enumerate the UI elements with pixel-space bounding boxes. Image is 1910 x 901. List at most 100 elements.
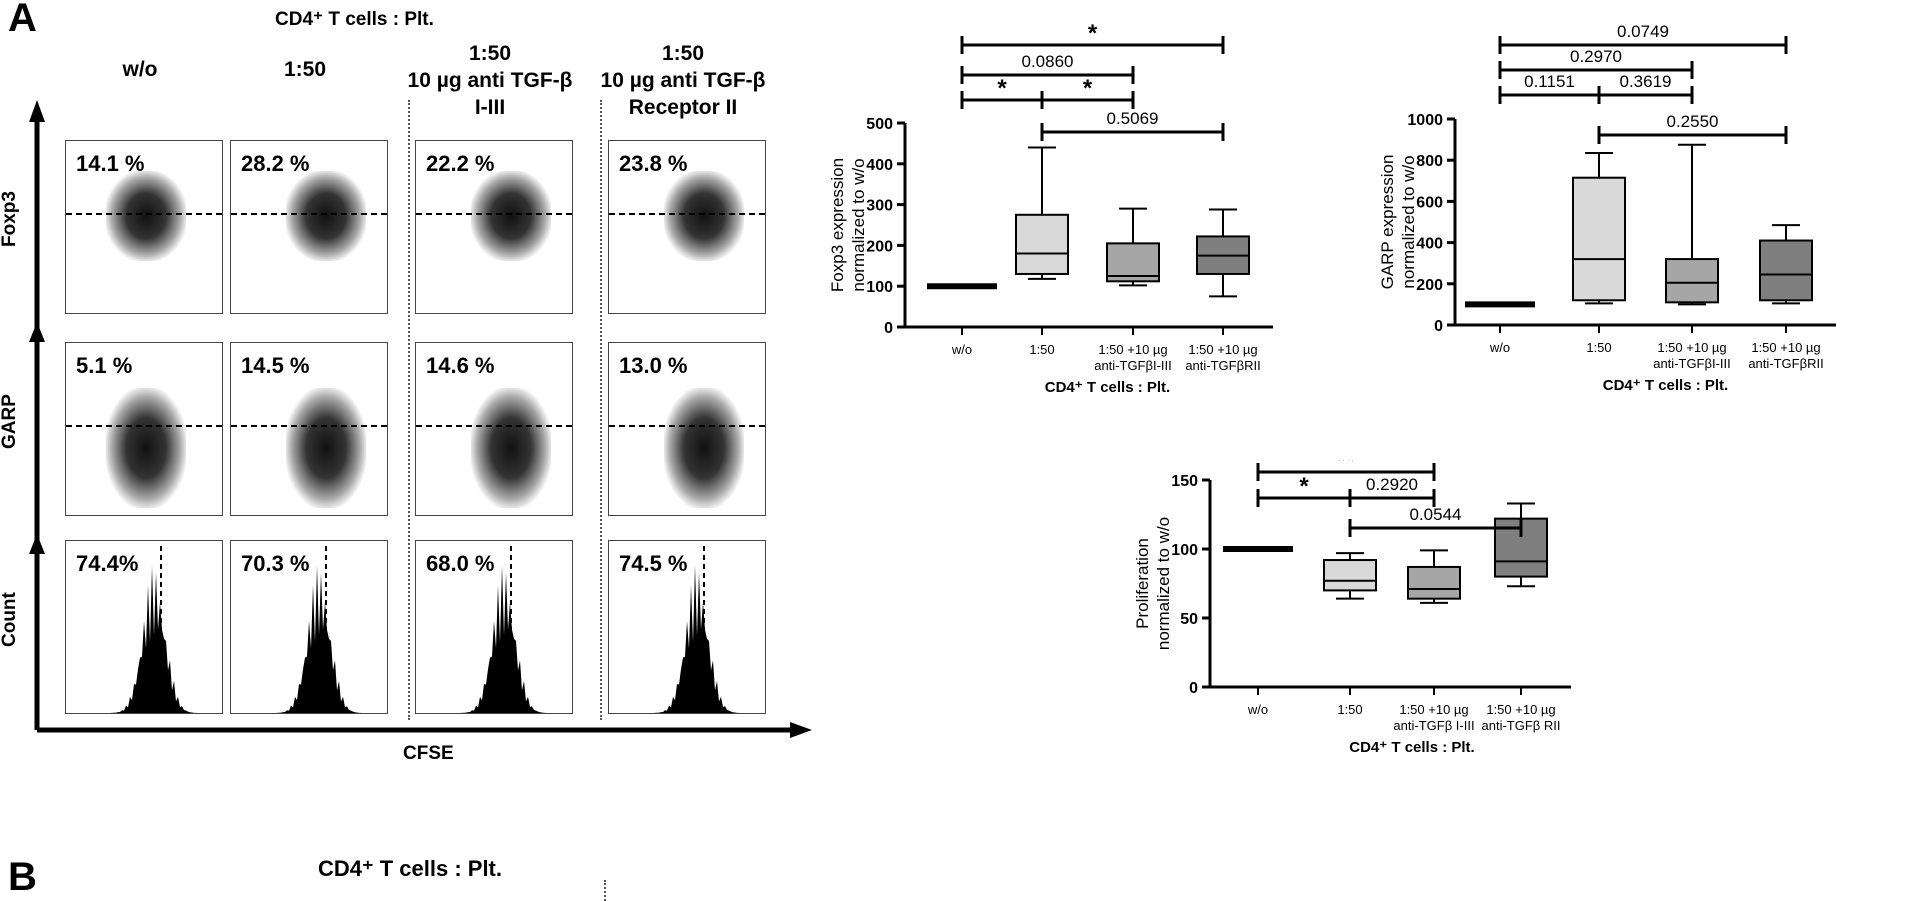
y-tick-label: 200 [866, 238, 893, 255]
gate-percentage: 74.5 % [619, 551, 688, 576]
column-header-3: 1:50 10 µg anti TGF-β Receptor II [600, 42, 766, 119]
gate-percentage: 14.5 % [241, 353, 310, 378]
gate-percentage: 14.6 % [426, 353, 495, 378]
cell-population [106, 388, 186, 508]
facs-axes [29, 100, 812, 738]
panel-b-header: CD4⁺ T cells : Plt. [318, 856, 502, 881]
gate-percentage: 23.8 % [619, 151, 688, 176]
comparison-label: * [1083, 75, 1093, 102]
comparison-label: * [1299, 473, 1309, 500]
facs-plot: 68.0 % [415, 540, 573, 714]
cell-population [286, 388, 366, 508]
comparison-label: 0.2550 [1667, 112, 1719, 131]
gate-line [609, 425, 765, 427]
category-label: 1:50 +10 µg [1657, 340, 1726, 355]
y-tick-label: 100 [866, 279, 893, 296]
category-label: 1:50 +10 µg [1399, 702, 1468, 717]
y-axis-label: normalized to w/o [1154, 517, 1173, 650]
panel-a-letter: A [8, 0, 37, 40]
category-label: w/o [951, 342, 972, 357]
cell-population [664, 388, 744, 508]
category-label: 1:50 +10 µg [1098, 342, 1167, 357]
y-axis-label: Proliferation [1133, 538, 1152, 629]
column-separator [408, 100, 410, 720]
y-axis-label: GARP expression [1378, 155, 1397, 290]
row-label-count: Count [0, 592, 20, 647]
facs-plot: 28.2 % [230, 140, 388, 314]
box [1407, 565, 1461, 600]
cfse-histogram [106, 546, 196, 713]
column-header-1: 1:50 [283, 58, 327, 81]
facs-plot: 22.2 % [415, 140, 573, 314]
box [1759, 239, 1813, 302]
category-label: 1:50 +10 µg [1751, 340, 1820, 355]
gate-line [66, 425, 222, 427]
foxp3-boxplot: 0 100 200 300 400 500 Foxp3 expression normaliz… [828, 20, 1273, 396]
y-tick-label: 0 [1189, 680, 1198, 697]
facs-plot: 5.1 % [65, 342, 223, 516]
gate-percentage: 74.4% [76, 551, 139, 576]
y-tick-label: 0 [884, 320, 893, 337]
box [1572, 176, 1626, 302]
panel-a-header: CD4⁺ T cells : Plt. [275, 9, 434, 30]
cfse-histogram [271, 546, 361, 713]
category-label: anti-TGFβ I-III [1393, 718, 1474, 733]
y-tick-label: 100 [1171, 542, 1198, 559]
category-label: 1:50 [1586, 340, 1611, 355]
category-label: w/o [1247, 702, 1268, 717]
garp-boxplot: 0 200 400 600 800 1000 GARP expression normaliz… [1378, 22, 1836, 394]
box [1665, 258, 1719, 304]
comparison-label: 0.3619 [1620, 72, 1672, 91]
y-tick-label: 300 [866, 198, 893, 215]
category-label: 1:50 [1029, 342, 1054, 357]
category-label: 1:50 +10 µg [1486, 702, 1555, 717]
panel-b-letter: B [8, 855, 37, 899]
x-axis-label: CD4⁺ T cells : Plt. [1603, 377, 1728, 394]
facs-plot: 13.0 % [608, 342, 766, 516]
gate-line [231, 425, 387, 427]
category-label: w/o [1489, 340, 1510, 355]
gate-percentage: 22.2 % [426, 151, 495, 176]
y-tick-label: 1000 [1407, 112, 1443, 129]
y-tick-label: 800 [1416, 153, 1443, 170]
comparison-label: 0.2970 [1570, 47, 1622, 66]
gate-line [231, 213, 387, 215]
y-axis-label: normalized to w/o [849, 158, 868, 291]
comparison-label: 0.5069 [1107, 109, 1159, 128]
cell-population [664, 171, 744, 261]
gate-percentage: 13.0 % [619, 353, 688, 378]
gate-line [66, 213, 222, 215]
facs-plot: 74.4% [65, 540, 223, 714]
facs-plot: 70.3 % [230, 540, 388, 714]
x-axis-label: CD4⁺ T cells : Plt. [1349, 739, 1474, 756]
comparison-label: 0.1151 [1524, 72, 1575, 91]
cell-population [471, 388, 551, 508]
gate-line [609, 213, 765, 215]
y-tick-label: 600 [1416, 194, 1443, 211]
column-header-0: w/o [122, 58, 158, 81]
gate-percentage: 5.1 % [76, 353, 133, 378]
y-axis-label: normalized to w/o [1399, 155, 1418, 288]
facs-plot: 14.6 % [415, 342, 573, 516]
comparison-label: 0.2920 [1366, 475, 1418, 494]
cfse-histogram [649, 546, 739, 713]
category-label: anti-TGFβRII [1748, 356, 1823, 371]
facs-plot: 74.5 % [608, 540, 766, 714]
box [1323, 559, 1377, 592]
gate-line [416, 425, 572, 427]
cfse-histogram [456, 546, 546, 713]
cell-population [471, 171, 551, 261]
category-label: anti-TGFβI-III [1094, 358, 1172, 373]
gate-line [416, 213, 572, 215]
facs-plot: 23.8 % [608, 140, 766, 314]
gate-percentage: 70.3 % [241, 551, 310, 576]
panel-b-separator [604, 880, 606, 901]
comparison-label: 0.0860 [1022, 52, 1074, 71]
category-label: anti-TGFβRII [1185, 358, 1260, 373]
comparison-label: ** [1337, 460, 1356, 474]
category-label: 1:50 [1337, 702, 1362, 717]
y-tick-label: 400 [866, 157, 893, 174]
comparison-label: 0.0749 [1617, 22, 1669, 41]
cell-population [286, 171, 366, 261]
cell-population [106, 171, 186, 261]
